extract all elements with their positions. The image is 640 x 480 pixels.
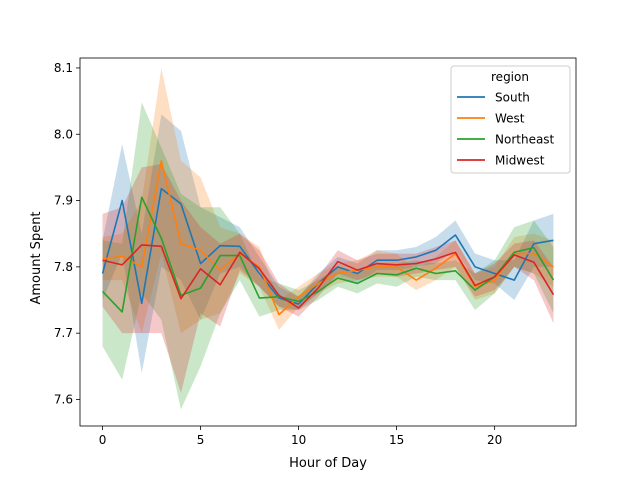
y-axis-ticks: 7.6 7.7 7.8 7.9 8.0 8.1 (54, 61, 80, 406)
y-tick-label: 8.0 (54, 127, 73, 141)
legend-label-northeast: Northeast (495, 133, 555, 147)
band-west (102, 67, 554, 334)
x-axis-ticks: 0 5 10 15 20 (99, 426, 502, 447)
y-tick-label: 8.1 (54, 61, 73, 75)
y-axis-label: Amount Spent (29, 211, 44, 304)
x-tick-label: 20 (487, 433, 502, 447)
x-tick-label: 10 (291, 433, 306, 447)
y-tick-label: 7.6 (54, 392, 73, 406)
line-west (102, 159, 554, 316)
x-axis-label: Hour of Day (289, 456, 367, 471)
x-tick-label: 15 (389, 433, 404, 447)
x-tick-label: 5 (197, 433, 205, 447)
y-tick-label: 7.8 (54, 260, 73, 274)
legend-label-west: West (495, 112, 525, 126)
legend-label-south: South (495, 91, 530, 105)
band-south (102, 114, 554, 373)
series-lines (101, 159, 555, 316)
line-northeast (101, 196, 555, 313)
legend-label-midwest: Midwest (495, 154, 545, 168)
y-tick-label: 7.9 (54, 194, 73, 208)
y-tick-label: 7.7 (54, 326, 73, 340)
legend-title: region (491, 70, 529, 84)
legend: region South West Northeast Midwest (450, 65, 571, 174)
band-northeast (102, 102, 554, 410)
line-midwest (102, 244, 555, 309)
x-tick-label: 0 (99, 433, 107, 447)
legend-box (450, 65, 571, 174)
plot-frame (79, 57, 577, 427)
